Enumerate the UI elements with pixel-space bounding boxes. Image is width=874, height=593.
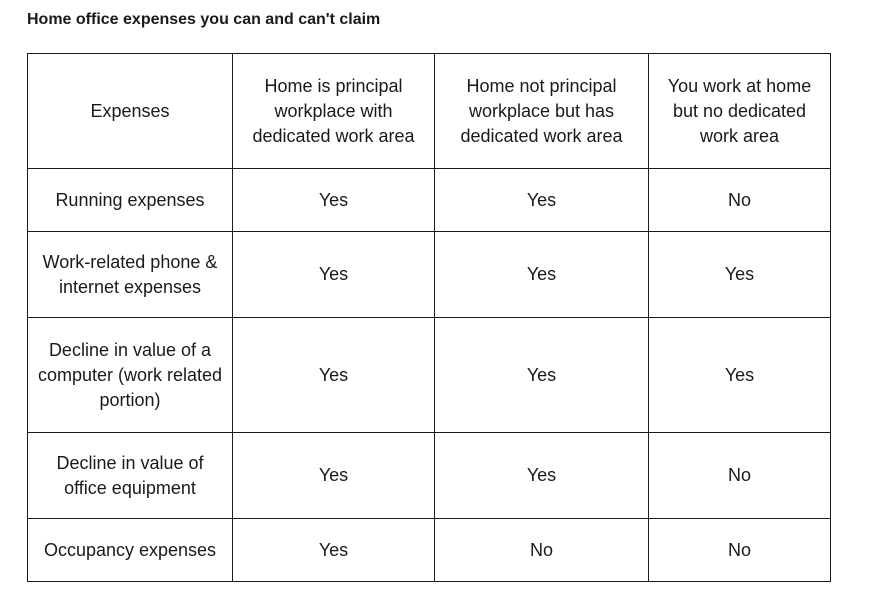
- column-header-no-dedicated-area: You work at home but no dedicated work a…: [648, 53, 831, 169]
- table-header-row: Expenses Home is principal workplace wit…: [27, 53, 831, 169]
- table-cell: Yes: [434, 317, 649, 433]
- column-header-expenses: Expenses: [27, 53, 233, 169]
- row-label: Running expenses: [27, 168, 233, 232]
- table-cell: Yes: [232, 317, 435, 433]
- row-label: Occupancy expenses: [27, 518, 233, 582]
- table-cell: Yes: [232, 231, 435, 318]
- table-cell: No: [648, 432, 831, 519]
- row-label: Decline in value of a computer (work rel…: [27, 317, 233, 433]
- table-row: Decline in value of office equipment Yes…: [27, 432, 831, 519]
- table-cell: Yes: [232, 432, 435, 519]
- table-cell: Yes: [434, 168, 649, 232]
- table-row: Occupancy expenses Yes No No: [27, 518, 831, 582]
- row-label: Decline in value of office equipment: [27, 432, 233, 519]
- table-cell: No: [648, 168, 831, 232]
- table-cell: No: [648, 518, 831, 582]
- table-cell: No: [434, 518, 649, 582]
- expenses-table: Expenses Home is principal workplace wit…: [27, 53, 831, 582]
- table-cell: Yes: [434, 432, 649, 519]
- table-cell: Yes: [232, 168, 435, 232]
- table-row: Running expenses Yes Yes No: [27, 168, 831, 232]
- row-label: Work-related phone & internet expenses: [27, 231, 233, 318]
- table-cell: Yes: [232, 518, 435, 582]
- table-row: Decline in value of a computer (work rel…: [27, 317, 831, 433]
- column-header-principal-workplace: Home is principal workplace with dedicat…: [232, 53, 435, 169]
- table-cell: Yes: [648, 317, 831, 433]
- table-cell: Yes: [648, 231, 831, 318]
- table-cell: Yes: [434, 231, 649, 318]
- column-header-not-principal-workplace: Home not principal workplace but has ded…: [434, 53, 649, 169]
- table-row: Work-related phone & internet expenses Y…: [27, 231, 831, 318]
- page-title: Home office expenses you can and can't c…: [27, 11, 381, 28]
